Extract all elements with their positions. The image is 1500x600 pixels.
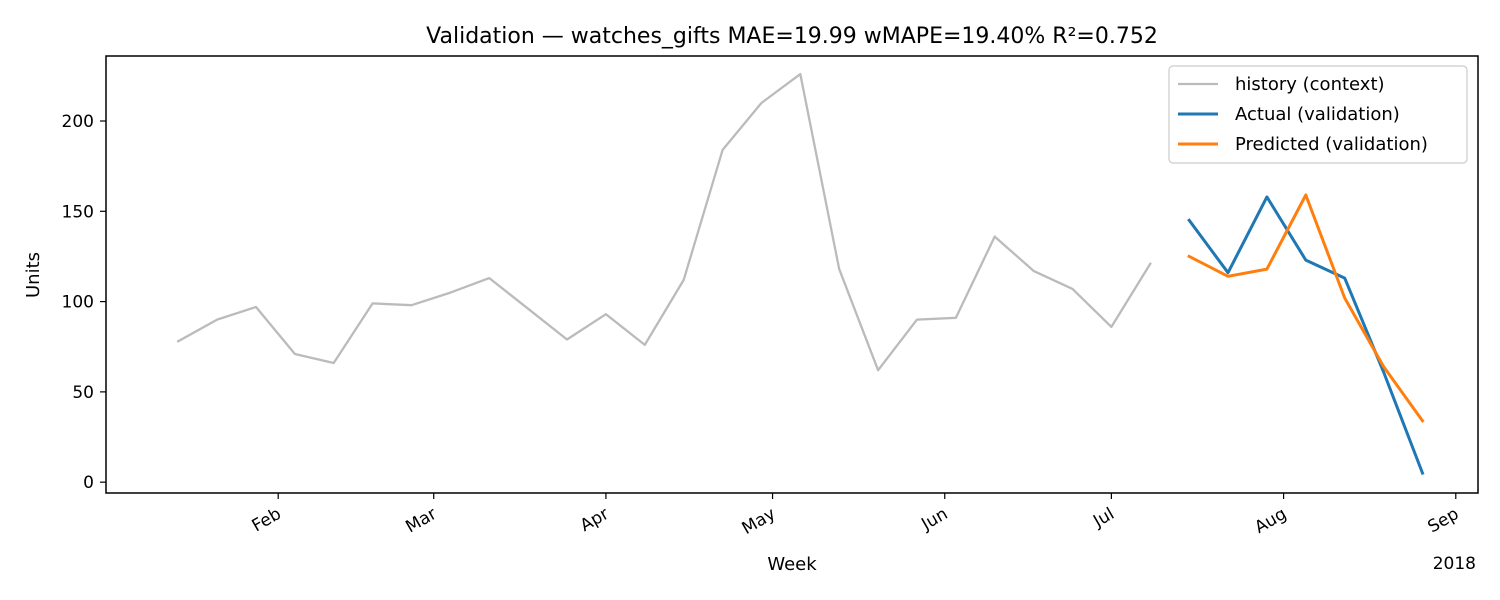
x-axis-ticks: Feb Mar Apr May Jun Jul Aug Sep [249,493,1463,539]
legend-label-1: Actual (validation) [1235,104,1400,125]
x-tick-label: Sep [1425,504,1463,537]
x-tick-label: Jul [1089,504,1118,532]
x-tick-label: May [739,504,779,539]
series-line-1 [1187,195,1425,476]
x-tick-label: Jun [917,504,951,535]
plot-frame [105,55,1479,494]
chart-title: Validation — watches_gifts MAE=19.99 wMA… [426,24,1158,49]
legend: history (context) Actual (validation) Pred… [1168,65,1468,164]
x-tick-label: Mar [402,504,440,537]
legend-box [1168,65,1468,164]
plot-series [176,72,1425,476]
legend-label-2: Predicted (validation) [1235,134,1428,155]
x-tick-label: Apr [577,504,612,536]
x-axis-year-label: 2018 [1433,554,1476,574]
y-axis-label: Units [23,252,44,298]
y-tick-label: 200 [62,112,94,132]
y-tick-label: 50 [72,383,94,403]
y-axis-ticks: 0 50 100 150 200 [62,112,106,493]
series-line-0 [176,72,1152,372]
y-tick-label: 100 [62,293,94,313]
x-axis-label: Week [767,554,817,575]
y-tick-label: 0 [83,473,94,493]
series-line-2 [1187,193,1425,423]
x-tick-label: Aug [1251,504,1290,538]
x-tick-label: Feb [249,504,285,536]
y-tick-label: 150 [62,202,94,222]
legend-label-0: history (context) [1235,74,1385,95]
